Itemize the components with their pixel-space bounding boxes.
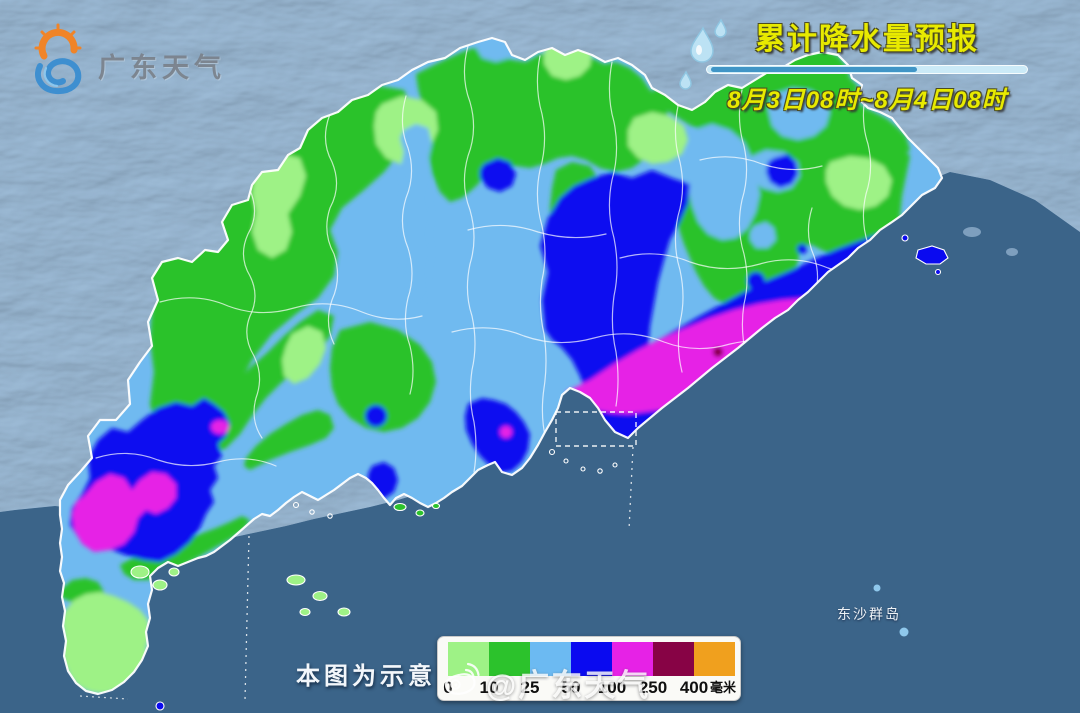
precipitation-legend: 0 10 25 50 100 250 400 毫米	[437, 636, 741, 701]
legend-tick: 400	[679, 678, 709, 697]
legend-swatch	[489, 642, 530, 676]
title-block: 累计降水量预报 8月3日08时~8月4日08时	[692, 14, 1042, 115]
legend-swatch	[653, 642, 694, 676]
legend-swatch	[530, 642, 571, 676]
legend-swatches	[448, 642, 735, 676]
legend-swatch	[694, 642, 735, 676]
schematic-note: 本图为示意图	[296, 663, 464, 690]
map-title: 累计降水量预报	[755, 23, 979, 56]
dongsha-islands	[873, 584, 909, 637]
legend-tick: 100	[597, 678, 627, 697]
legend-tick: 0	[443, 678, 453, 697]
legend-unit: 毫米	[710, 680, 737, 695]
time-scale-bar-fill	[711, 67, 917, 72]
legend-tick: 250	[638, 678, 668, 697]
map-subtitle: 8月3日08时~8月4日08时	[727, 87, 1007, 114]
sun-cloud-logo-icon	[34, 23, 82, 95]
legend-swatch	[612, 642, 653, 676]
time-scale-bar	[706, 65, 1028, 74]
logo-text: 广东天气	[98, 53, 226, 83]
maroon-spot	[713, 347, 723, 357]
dashed-boundaries	[79, 411, 637, 701]
legend-swatch	[571, 642, 612, 676]
legend-tick: 10	[479, 678, 499, 697]
legend-tick: 25	[520, 678, 540, 697]
dongsha-islands-label: 东沙群岛	[837, 606, 901, 622]
app-logo: 广东天气	[28, 20, 226, 96]
legend-ticks: 0 10 25 50 100 250 400 毫米	[438, 676, 740, 700]
legend-swatch	[448, 642, 489, 676]
raindrops-icon	[679, 18, 727, 90]
legend-tick: 50	[561, 678, 581, 697]
islands	[130, 234, 949, 711]
